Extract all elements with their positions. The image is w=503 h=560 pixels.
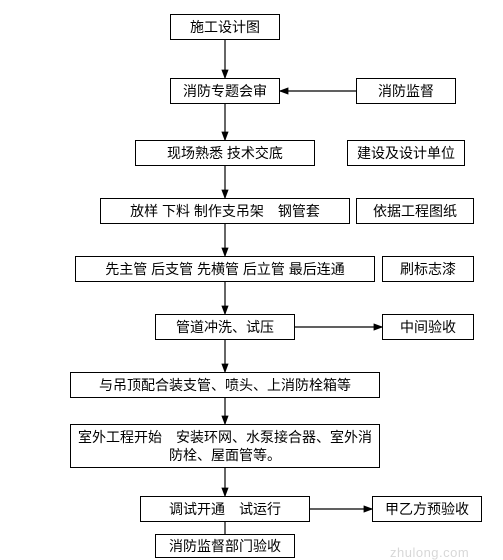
flow-node-n1: 施工设计图 bbox=[170, 14, 280, 40]
flow-node-n13: 室外工程开始 安装环网、水泵接合器、室外消防栓、屋面管等。 bbox=[70, 424, 380, 468]
flow-node-n5: 建设及设计单位 bbox=[347, 140, 465, 166]
flow-node-n16: 消防监督部门验收 bbox=[155, 534, 295, 558]
flow-node-n7: 依据工程图纸 bbox=[356, 198, 474, 224]
flow-node-n15: 甲乙方预验收 bbox=[372, 496, 482, 522]
flow-node-n14: 调试开通 试运行 bbox=[140, 496, 310, 522]
flow-node-n12: 与吊顶配合装支管、喷头、上消防栓箱等 bbox=[70, 372, 380, 398]
flow-node-n8: 先主管 后支管 先横管 后立管 最后连通 bbox=[75, 256, 375, 282]
flow-node-n10: 管道冲洗、试压 bbox=[155, 314, 295, 340]
watermark: zhulong.com bbox=[390, 545, 469, 560]
flow-node-n6: 放样 下料 制作支吊架 钢管套 bbox=[100, 198, 350, 224]
flow-node-n2: 消防专题会审 bbox=[170, 78, 280, 104]
flow-node-n3: 消防监督 bbox=[356, 78, 456, 104]
flow-node-n4: 现场熟悉 技术交底 bbox=[135, 140, 315, 166]
flow-node-n11: 中间验收 bbox=[382, 314, 474, 340]
flow-node-n9: 刷标志漆 bbox=[382, 256, 474, 282]
